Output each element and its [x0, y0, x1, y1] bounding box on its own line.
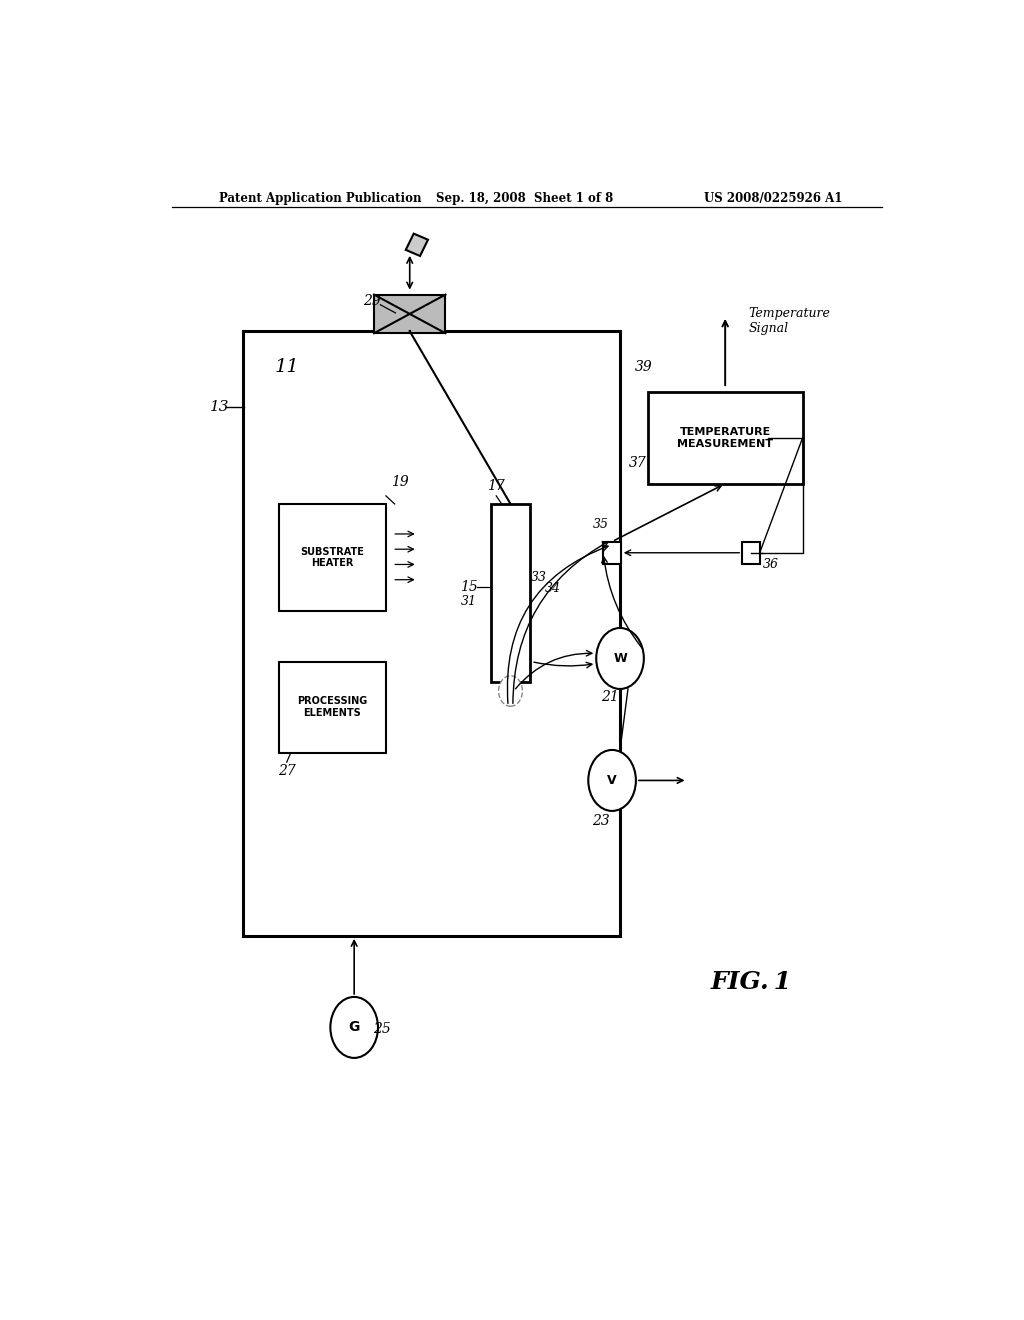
Text: 39: 39: [635, 360, 652, 374]
Text: 33: 33: [531, 570, 547, 583]
Text: 27: 27: [278, 764, 296, 779]
Text: US 2008/0225926 A1: US 2008/0225926 A1: [703, 191, 842, 205]
Text: 19: 19: [391, 475, 409, 488]
Text: W: W: [613, 652, 627, 665]
Bar: [648, 392, 803, 483]
Text: 23: 23: [592, 814, 610, 828]
Text: 25: 25: [373, 1023, 391, 1036]
Text: SUBSTRATE
HEATER: SUBSTRATE HEATER: [300, 546, 365, 568]
Circle shape: [596, 628, 644, 689]
Bar: [492, 504, 529, 682]
Text: 29: 29: [364, 293, 381, 308]
Text: 37: 37: [629, 457, 646, 470]
Polygon shape: [406, 234, 428, 256]
Circle shape: [588, 750, 636, 810]
Text: Temperature
Signal: Temperature Signal: [749, 308, 830, 335]
Text: 13: 13: [210, 400, 229, 414]
Text: Patent Application Publication: Patent Application Publication: [219, 191, 422, 205]
Bar: [742, 541, 760, 564]
Bar: [603, 541, 621, 564]
Bar: [374, 294, 445, 333]
Text: G: G: [348, 1020, 359, 1035]
Text: 11: 11: [274, 358, 299, 376]
Text: 36: 36: [763, 558, 779, 572]
Text: PROCESSING
ELEMENTS: PROCESSING ELEMENTS: [297, 697, 368, 718]
Text: 31: 31: [461, 595, 477, 609]
Text: 21: 21: [601, 690, 618, 704]
Text: FIG. 1: FIG. 1: [711, 970, 792, 994]
Bar: [243, 331, 620, 936]
Text: 17: 17: [487, 479, 505, 492]
Circle shape: [331, 997, 378, 1057]
Bar: [279, 504, 386, 611]
Text: TEMPERATURE
MEASUREMENT: TEMPERATURE MEASUREMENT: [677, 428, 773, 449]
Text: Sep. 18, 2008  Sheet 1 of 8: Sep. 18, 2008 Sheet 1 of 8: [436, 191, 613, 205]
Text: V: V: [607, 774, 616, 787]
Text: 15: 15: [461, 581, 478, 594]
Circle shape: [499, 676, 522, 706]
Text: 35: 35: [593, 517, 609, 531]
Bar: [279, 661, 386, 752]
Text: 34: 34: [545, 582, 560, 595]
